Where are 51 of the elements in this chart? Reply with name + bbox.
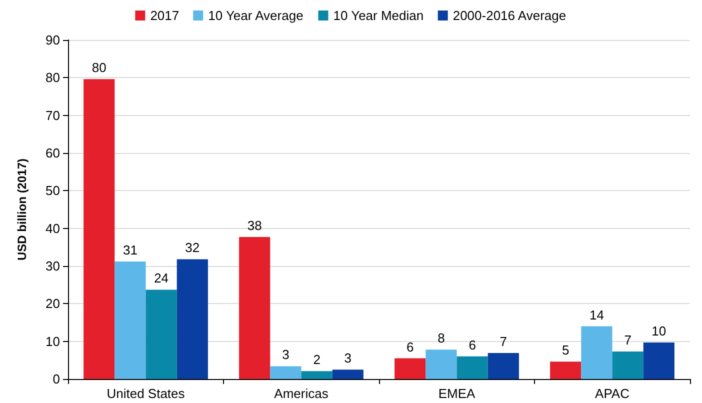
y-tick-label: 50	[46, 183, 60, 198]
data-label: 6	[468, 337, 476, 352]
data-label: 38	[247, 218, 262, 233]
bar	[550, 362, 582, 379]
legend-label: 2017	[150, 8, 180, 23]
data-label: 14	[589, 307, 604, 322]
data-label: 7	[500, 334, 508, 350]
data-label: 10	[652, 323, 666, 338]
data-label: 3	[344, 350, 352, 366]
data-label: 2	[313, 352, 320, 368]
legend-label: 10 Year Median	[333, 8, 424, 23]
x-tick-label: United States	[106, 386, 186, 401]
data-label: 7	[624, 332, 632, 348]
bar	[394, 358, 426, 379]
y-tick-label: 70	[46, 108, 60, 123]
x-tick-label: APAC	[595, 386, 630, 401]
bar	[146, 290, 177, 379]
y-tick-label: 10	[46, 334, 60, 349]
y-tick-label: 80	[46, 70, 60, 86]
bar	[456, 356, 488, 379]
bar	[84, 79, 115, 379]
data-label: 32	[185, 240, 200, 256]
y-tick-label: 0	[52, 372, 60, 386]
bar	[488, 353, 519, 379]
legend-label: 10 Year Average	[208, 8, 304, 23]
y-axis-title: USD billion (2017)	[15, 158, 29, 261]
bar	[114, 261, 146, 379]
bar	[581, 326, 612, 379]
y-tick-label: 20	[46, 296, 60, 312]
x-tick-label: EMEA	[438, 386, 476, 401]
data-label: 8	[438, 330, 445, 346]
data-label: 24	[154, 270, 169, 286]
y-tick-label: 30	[46, 258, 60, 274]
legend-label: 2000-2016 Average	[452, 8, 566, 23]
x-tick-label: Americas	[274, 386, 329, 401]
data-label: 3	[282, 347, 290, 362]
y-tick-label: 90	[46, 32, 60, 48]
data-label: 80	[92, 60, 106, 76]
data-label: 5	[562, 342, 570, 358]
bar	[239, 236, 270, 379]
bar	[643, 342, 674, 379]
bar	[176, 259, 208, 379]
data-label: 6	[406, 339, 414, 354]
y-tick-label: 60	[46, 146, 60, 160]
bar	[426, 350, 457, 379]
y-tick-label: 40	[46, 220, 60, 236]
bar	[612, 352, 644, 379]
bar	[332, 370, 364, 379]
bar	[270, 366, 302, 379]
data-label: 31	[122, 242, 138, 258]
bar	[301, 371, 332, 379]
